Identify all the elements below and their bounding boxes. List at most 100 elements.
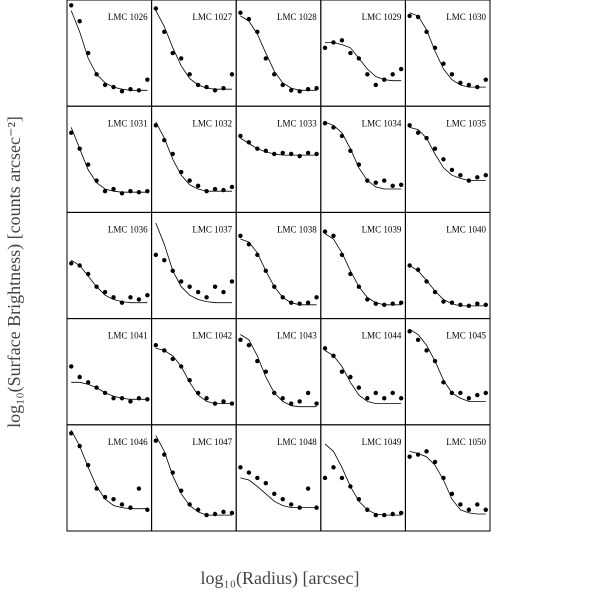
data-point — [288, 151, 294, 157]
data-point — [424, 135, 429, 141]
data-point — [153, 438, 159, 443]
model-curve — [155, 222, 232, 304]
model-curve — [70, 429, 148, 510]
data-point — [162, 29, 167, 35]
data-point — [94, 284, 99, 289]
data-point — [204, 295, 209, 300]
panel-title: LMC 1047 — [192, 437, 232, 447]
data-point — [297, 89, 302, 94]
data-point — [449, 390, 455, 396]
data-point — [441, 61, 446, 66]
data-point — [170, 50, 175, 56]
data-point — [229, 279, 235, 284]
data-point — [255, 475, 260, 481]
data-point — [415, 130, 421, 135]
data-point — [229, 510, 235, 516]
data-point — [348, 271, 353, 277]
data-point — [187, 72, 192, 77]
x-axis-label: log₁₀(Radius) [arcsec] — [201, 568, 360, 589]
data-point — [162, 348, 167, 353]
data-point — [398, 510, 404, 516]
panel-title: LMC 1032 — [192, 118, 232, 128]
panel-title: LMC 1031 — [108, 118, 148, 128]
data-point — [204, 84, 209, 90]
data-point — [187, 284, 192, 289]
data-point — [77, 443, 82, 449]
data-point — [466, 178, 472, 183]
data-point — [85, 380, 91, 385]
data-point — [145, 397, 150, 402]
data-point — [382, 512, 387, 518]
data-point — [255, 358, 260, 364]
data-point — [398, 300, 404, 305]
model-curve — [155, 10, 232, 90]
data-point — [162, 257, 167, 263]
data-point — [441, 475, 446, 481]
data-point — [94, 72, 99, 77]
data-point — [365, 178, 370, 183]
data-point — [145, 77, 150, 82]
data-point — [297, 399, 302, 404]
data-point — [407, 13, 412, 19]
data-point — [441, 157, 446, 162]
data-point — [458, 80, 463, 86]
data-point — [272, 390, 277, 396]
data-point — [398, 396, 404, 401]
data-point — [77, 263, 82, 268]
data-point — [432, 45, 438, 50]
data-point — [170, 151, 175, 157]
data-point — [475, 392, 480, 398]
panel-title: LMC 1038 — [277, 224, 317, 234]
data-point — [382, 396, 387, 401]
model-curve — [240, 15, 317, 91]
data-point — [475, 301, 480, 306]
data-point — [322, 229, 328, 234]
model-curve — [409, 12, 486, 88]
data-point — [128, 87, 133, 92]
model-curve — [71, 381, 148, 400]
data-point — [288, 88, 294, 93]
model-curve — [409, 265, 486, 307]
data-point — [314, 505, 319, 510]
data-point — [373, 82, 378, 88]
data-point — [170, 356, 175, 362]
data-point — [187, 178, 192, 183]
data-point — [390, 390, 395, 396]
data-point — [111, 396, 116, 401]
data-point — [179, 279, 184, 284]
data-point — [94, 178, 99, 183]
data-point — [221, 187, 226, 193]
data-point — [102, 289, 108, 295]
data-point — [407, 454, 412, 459]
panel-title: LMC 1035 — [446, 118, 486, 128]
data-point — [297, 505, 302, 510]
data-point — [195, 507, 201, 512]
model-curve — [70, 259, 148, 304]
data-point — [483, 77, 488, 82]
data-point — [390, 183, 395, 189]
data-point — [221, 509, 226, 515]
data-point — [212, 401, 218, 406]
data-point — [305, 390, 311, 396]
data-point — [424, 449, 429, 454]
data-point — [348, 374, 353, 380]
model-curve — [240, 137, 317, 156]
data-point — [373, 512, 378, 518]
data-point — [390, 511, 395, 517]
data-point — [483, 507, 488, 512]
data-point — [331, 233, 336, 238]
data-point — [204, 188, 209, 194]
data-point — [458, 173, 463, 178]
data-point — [314, 151, 319, 157]
data-point — [221, 399, 226, 404]
data-point — [280, 496, 285, 502]
data-point — [212, 511, 218, 517]
data-point — [339, 133, 345, 139]
data-point — [305, 87, 311, 92]
model-curve — [240, 238, 317, 306]
data-point — [288, 502, 294, 507]
data-point — [246, 16, 252, 22]
data-point — [365, 72, 370, 77]
data-point — [331, 353, 336, 358]
data-point — [424, 29, 429, 35]
